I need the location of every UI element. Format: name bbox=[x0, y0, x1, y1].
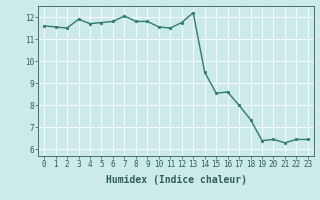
X-axis label: Humidex (Indice chaleur): Humidex (Indice chaleur) bbox=[106, 175, 246, 185]
